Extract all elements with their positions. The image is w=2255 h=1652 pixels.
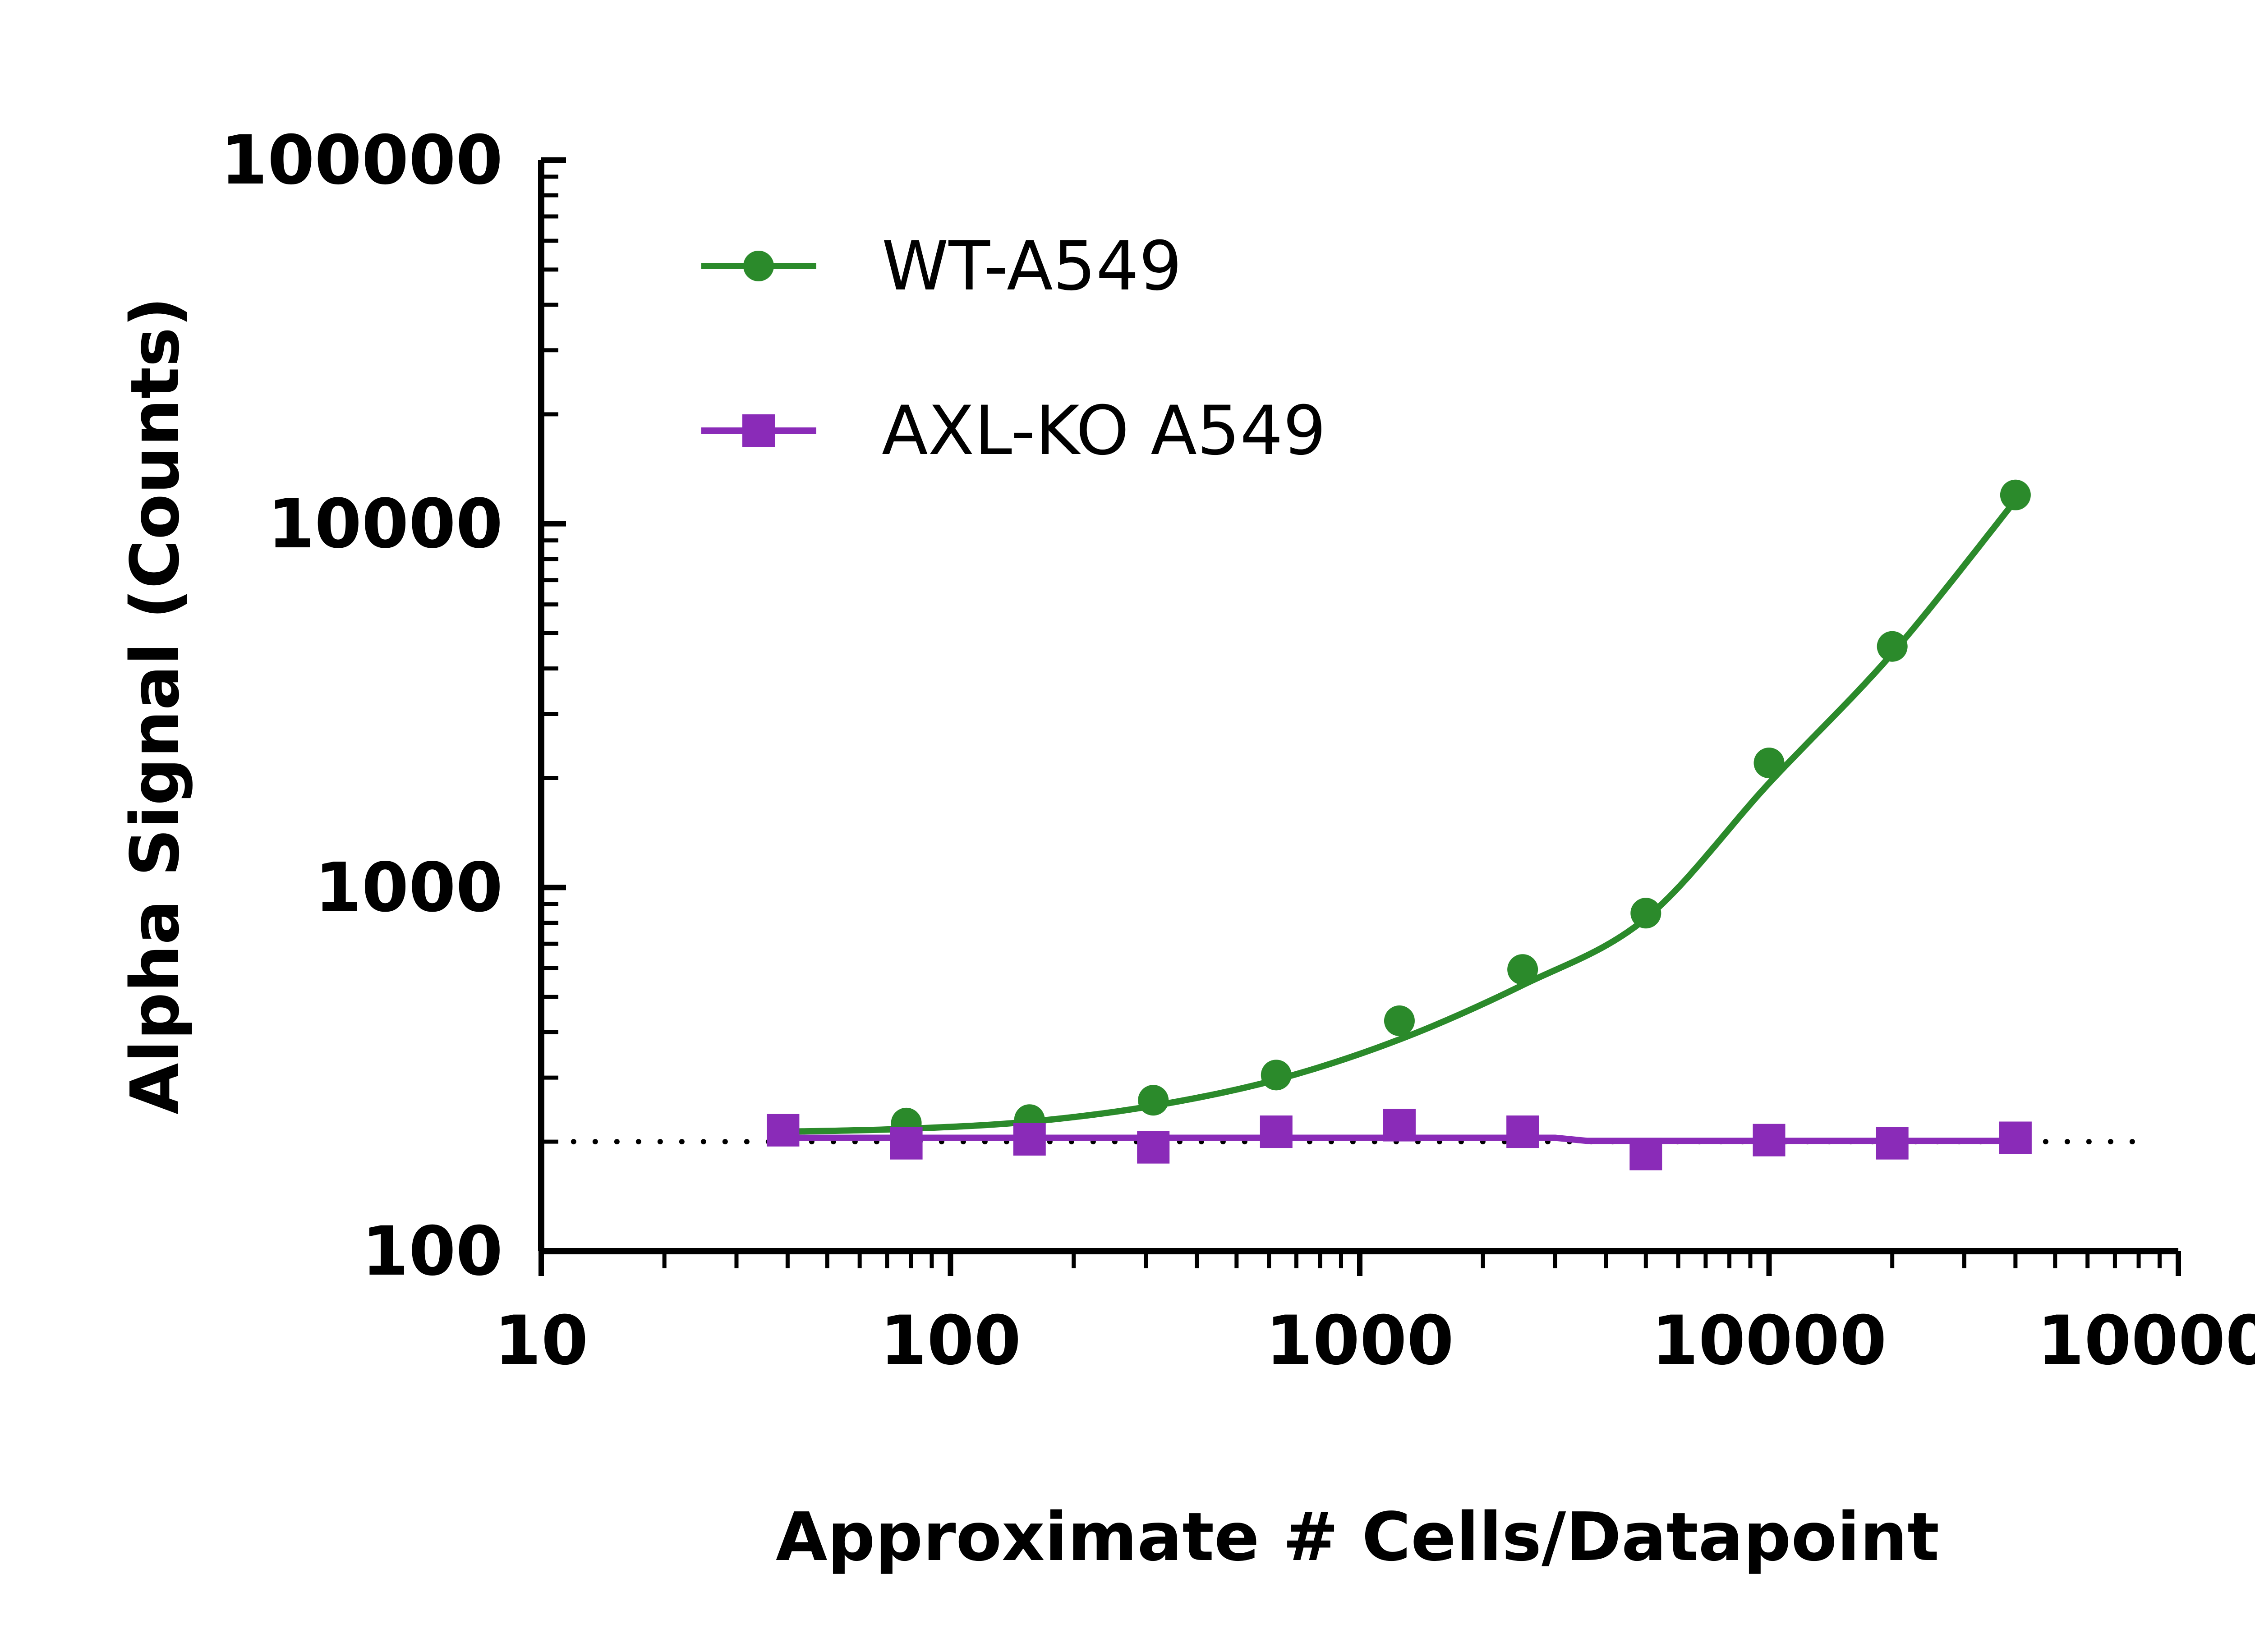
axes: 10 100 1000 10000 100000 100 1000 10000 100000 xyxy=(221,121,2255,1380)
data-point xyxy=(1260,1115,1293,1148)
data-point xyxy=(1383,1109,1416,1142)
data-point xyxy=(1999,1121,2032,1154)
data-point xyxy=(1753,1124,1786,1156)
x-tick-label: 1000 xyxy=(1266,1302,1454,1380)
data-point xyxy=(1261,1060,1292,1091)
data-point xyxy=(1877,631,1908,662)
y-tick-label: 1000 xyxy=(315,849,503,927)
data-point xyxy=(1384,1005,1415,1037)
legend: WT-A549 AXL-KO A549 xyxy=(701,227,1326,470)
data-point xyxy=(890,1127,923,1160)
legend-entry-axl-ko xyxy=(701,414,816,447)
x-tick-label: 100 xyxy=(880,1302,1021,1380)
y-tick-label: 10000 xyxy=(267,485,503,564)
data-point xyxy=(1629,1138,1662,1170)
x-tick-label: 10 xyxy=(494,1302,589,1380)
fit-curve xyxy=(783,498,2018,1135)
series-0 xyxy=(768,479,2031,1146)
data-point xyxy=(1137,1131,1170,1164)
x-tick-label: 100000 xyxy=(2037,1302,2255,1380)
x-axis-title: Approximate # Cells/Datapoint xyxy=(776,1498,1939,1576)
legend-marker xyxy=(742,414,775,447)
data-point xyxy=(1138,1085,1169,1116)
data-point xyxy=(1753,748,1785,779)
data-point xyxy=(1630,898,1661,929)
data-point xyxy=(1507,954,1538,985)
y-tick-label: 100000 xyxy=(221,121,503,200)
x-tick-label: 10000 xyxy=(1652,1302,1887,1380)
legend-label-wt: WT-A549 xyxy=(882,227,1182,306)
data-point xyxy=(1013,1123,1046,1156)
legend-entry-wt xyxy=(701,251,816,281)
data-point xyxy=(1506,1115,1539,1148)
data-point xyxy=(2000,479,2031,510)
legend-label-axl-ko: AXL-KO A549 xyxy=(882,392,1326,470)
plot-area xyxy=(571,479,2142,1170)
y-tick-label: 100 xyxy=(362,1212,503,1291)
legend-marker xyxy=(743,251,774,281)
data-point xyxy=(1876,1127,1909,1160)
series-1 xyxy=(767,1109,2032,1170)
data-point xyxy=(767,1114,800,1147)
y-axis-title: Alpha Signal (Counts) xyxy=(116,297,194,1115)
